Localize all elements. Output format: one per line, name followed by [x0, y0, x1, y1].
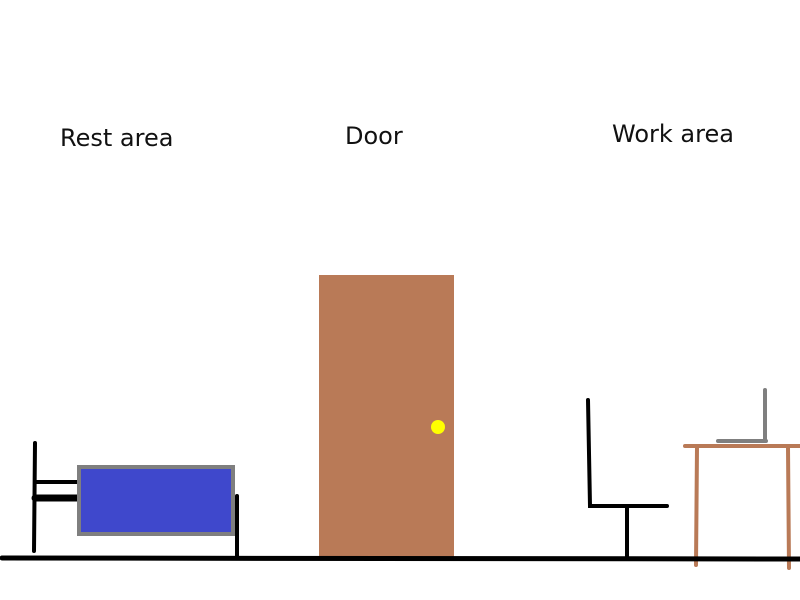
floor-line [0, 555, 800, 562]
desk [683, 444, 800, 570]
rest-area-label: Rest area [60, 124, 174, 152]
door-label: Door [345, 122, 403, 150]
doorknob [431, 420, 445, 434]
work-area-label: Work area [612, 120, 734, 148]
laptop [716, 388, 768, 443]
door-panel [319, 275, 454, 558]
door [319, 275, 454, 558]
bed [31, 441, 239, 558]
chair [586, 398, 669, 561]
bed-frame [31, 441, 239, 558]
mattress [77, 465, 235, 536]
